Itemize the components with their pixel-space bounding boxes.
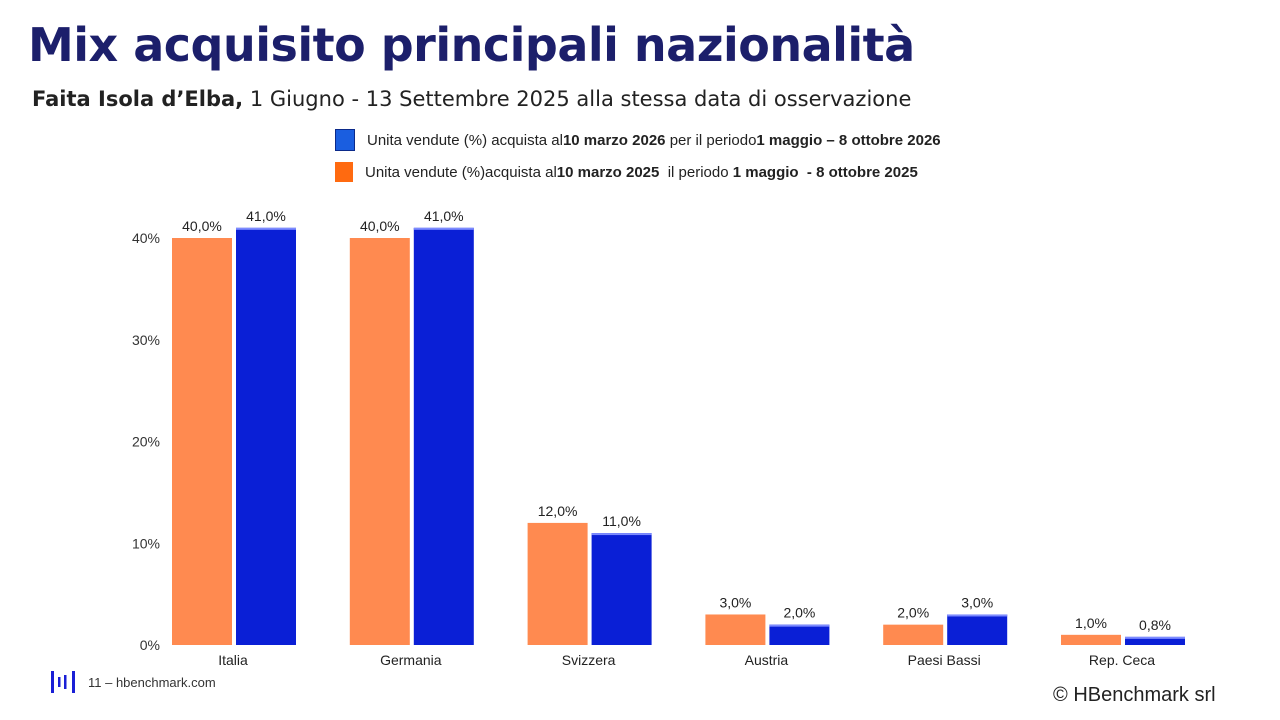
legend-swatch [335,162,353,182]
subtitle: Faita Isola d’Elba, 1 Giugno - 13 Settem… [32,87,911,111]
bar-2026 [236,227,296,645]
y-tick-label: 10% [132,535,160,551]
x-tick-label: Paesi Bassi [908,652,981,668]
data-label: 41,0% [424,208,464,224]
legend: Unita vendute (%) acquista al 10 marzo 2… [335,124,941,188]
y-tick-label: 40% [132,230,160,246]
data-label: 11,0% [602,513,641,529]
bar-2026 [1125,636,1185,645]
bar-2025 [1061,634,1121,645]
bar-2025 [349,238,410,645]
x-tick-label: Austria [745,652,789,668]
page-number: 11 – hbenchmark.com [88,674,216,690]
footer: 11 – hbenchmark.com [50,670,216,694]
bar-2026 [769,624,830,645]
bar-2025 [883,624,944,645]
y-tick-label: 20% [132,434,160,450]
legend-text: 1 maggio - 8 ottobre 2025 [732,163,918,181]
legend-text: 1 maggio – 8 ottobre 2026 [756,131,941,149]
copyright: © HBenchmark srl [1053,684,1216,707]
bar-top-edge [1125,636,1185,639]
legend-text: per il periodo [669,131,757,149]
x-tick-label: Germania [380,652,442,668]
x-tick-label: Svizzera [562,652,616,668]
y-tick-label: 30% [132,332,160,348]
subtitle-period: 1 Giugno - 13 Settembre 2025 alla stessa… [243,87,912,111]
bar-top-edge [591,533,652,536]
hbenchmark-logo-icon [51,671,75,693]
legend-text: 10 marzo 2026 [562,131,666,149]
data-label: 2,0% [783,605,815,621]
data-label: 0,8% [1139,617,1171,633]
copyright-text: HBenchmark srl [1073,684,1216,706]
legend-text: Unita vendute (%) acquista al [367,131,563,149]
legend-swatch [335,129,355,151]
data-label: 2,0% [897,605,929,621]
bar-2026 [413,227,474,645]
bar-2026 [947,614,1008,645]
x-tick-label: Italia [218,652,248,668]
bar-2025 [527,522,588,645]
data-label: 40,0% [182,218,222,234]
data-label: 40,0% [360,218,400,234]
data-label: 41,0% [246,208,286,224]
bar-top-edge [769,624,830,627]
legend-text: il periodo [659,163,733,181]
x-tick-label: Rep. Ceca [1089,652,1155,668]
legend-text: 10 marzo 2025 [556,163,660,181]
page-title: Mix acquisito principali nazionalità [28,18,915,72]
data-label: 12,0% [538,503,578,519]
data-label: 1,0% [1075,615,1107,631]
bar-top-edge [236,227,296,230]
data-label: 3,0% [961,594,993,610]
y-tick-label: 0% [140,637,160,653]
data-label: 3,0% [719,594,751,610]
subtitle-location: Faita Isola d’Elba, [32,87,244,111]
bar-top-edge [947,614,1008,617]
legend-item-2026: Unita vendute (%) acquista al 10 marzo 2… [335,124,941,156]
copyright-icon: © [1053,684,1068,706]
bar-2025 [705,614,766,645]
bar-2025 [172,238,232,645]
legend-item-2025: Unita vendute (%)acquista al 10 marzo 20… [335,156,941,188]
bar-top-edge [413,227,474,230]
bar-2026 [591,533,652,645]
legend-text: Unita vendute (%)acquista al [365,163,557,181]
